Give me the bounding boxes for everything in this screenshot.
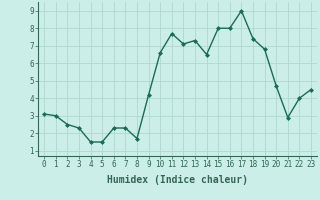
X-axis label: Humidex (Indice chaleur): Humidex (Indice chaleur): [107, 175, 248, 185]
